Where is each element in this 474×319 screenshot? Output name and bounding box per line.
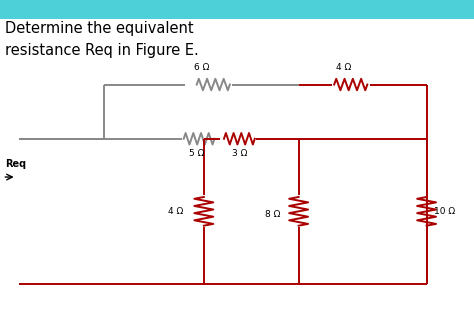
Text: Req: Req (5, 160, 26, 169)
Text: 4 Ω: 4 Ω (168, 207, 183, 216)
Text: 6 Ω: 6 Ω (194, 63, 209, 72)
Text: Determine the equivalent: Determine the equivalent (5, 21, 193, 36)
Text: 8 Ω: 8 Ω (265, 210, 281, 219)
Text: 4 Ω: 4 Ω (336, 63, 351, 72)
Bar (0, 0, 474, 19)
Text: resistance Req in Figure E.: resistance Req in Figure E. (5, 43, 199, 58)
Text: 5 Ω: 5 Ω (189, 149, 204, 158)
Text: 3 Ω: 3 Ω (232, 149, 247, 158)
Text: 10 Ω: 10 Ω (434, 207, 455, 216)
